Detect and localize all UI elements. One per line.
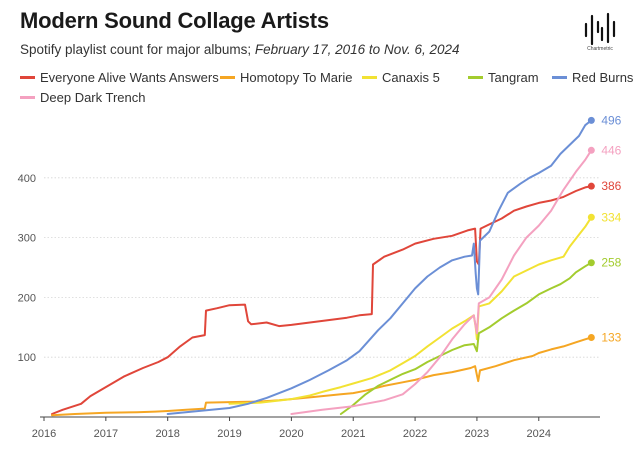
legend-swatch	[20, 76, 35, 79]
legend-label: Everyone Alive Wants Answers	[40, 70, 219, 85]
legend-swatch	[362, 76, 377, 79]
series-end-label: 133	[601, 330, 621, 344]
legend-swatch	[20, 96, 35, 99]
y-tick-label: 200	[18, 292, 36, 304]
series-end-label: 496	[601, 113, 621, 127]
y-axis-ticks: 100 200 300 400	[18, 173, 36, 364]
series-end-marker	[587, 213, 595, 221]
subtitle-prefix: Spotify playlist count for major albums;	[20, 42, 255, 57]
legend-item: Tangram	[468, 70, 539, 85]
x-axis-ticks: 2016 2017 2018 2019 2020 2021 2022 2023 2024	[32, 417, 551, 440]
x-tick-label: 2020	[279, 428, 303, 440]
y-tick-label: 100	[18, 352, 36, 364]
series-end-label: 386	[601, 179, 621, 193]
series-line	[339, 261, 593, 415]
chart-subtitle: Spotify playlist count for major albums;…	[20, 42, 460, 57]
series-end-marker	[587, 116, 595, 124]
x-tick-label: 2018	[155, 428, 179, 440]
x-tick-label: 2017	[94, 428, 118, 440]
gridlines	[44, 177, 600, 358]
legend-item: Canaxis 5	[362, 70, 440, 85]
legend-swatch	[552, 76, 567, 79]
legend-swatch	[468, 76, 483, 79]
chartmetric-logo-icon	[584, 12, 616, 46]
series-line	[51, 185, 593, 415]
legend-label: Homotopy To Marie	[240, 70, 353, 85]
series-end-label: 446	[601, 143, 621, 157]
x-tick-label: 2023	[465, 428, 489, 440]
end-markers: 386 133 334 258 496 446	[587, 113, 622, 344]
x-tick-label: 2021	[341, 428, 365, 440]
legend-item: Deep Dark Trench	[20, 90, 146, 105]
legend-item: Homotopy To Marie	[220, 70, 352, 85]
legend-label: Red Burns	[572, 70, 634, 85]
series-end-marker	[587, 333, 595, 341]
series-line	[228, 216, 593, 405]
y-tick-label: 300	[18, 233, 36, 245]
legend-label: Canaxis 5	[382, 70, 440, 85]
series-end-marker	[587, 146, 595, 154]
chart-title: Modern Sound Collage Artists	[20, 8, 329, 33]
y-tick-label: 400	[18, 173, 36, 185]
series-lines	[51, 119, 593, 417]
logo-text: Chartmetric	[587, 46, 613, 52]
series-line	[51, 336, 593, 417]
legend-label: Deep Dark Trench	[40, 90, 146, 105]
x-tick-label: 2016	[32, 428, 56, 440]
legend-item: Red Burns	[552, 70, 633, 85]
series-end-marker	[587, 259, 595, 267]
legend-label: Tangram	[488, 70, 539, 85]
series-end-label: 334	[601, 210, 621, 224]
series-line	[166, 119, 593, 415]
series-end-marker	[587, 182, 595, 190]
legend-item: Everyone Alive Wants Answers	[20, 70, 219, 85]
legend-swatch	[220, 76, 235, 79]
subtitle-dates: February 17, 2016 to Nov. 6, 2024	[254, 42, 460, 57]
series-end-label: 258	[601, 256, 621, 270]
series-line	[290, 149, 593, 415]
x-tick-label: 2022	[403, 428, 427, 440]
x-tick-label: 2019	[217, 428, 241, 440]
x-tick-label: 2024	[527, 428, 551, 440]
